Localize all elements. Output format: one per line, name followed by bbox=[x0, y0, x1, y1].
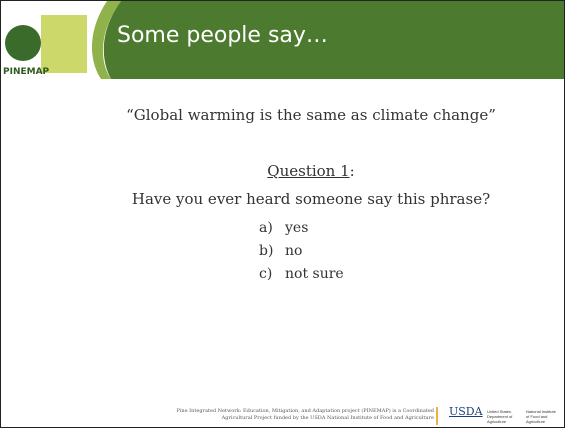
logo-label: PINEMAP bbox=[3, 67, 50, 77]
option: b) no bbox=[259, 243, 302, 259]
logo-line: of Food and bbox=[526, 414, 548, 419]
header-curve bbox=[91, 1, 121, 79]
footer-line: Pine Integrated Network: Education, Miti… bbox=[176, 408, 434, 414]
logo-line: Agriculture bbox=[526, 419, 546, 424]
logo-circle bbox=[5, 25, 41, 61]
question-label: Question 1 bbox=[267, 162, 350, 180]
option: a) yes bbox=[259, 220, 308, 236]
option-letter: c) bbox=[259, 266, 273, 282]
logo-panel bbox=[41, 15, 87, 73]
usda-logo: USDA bbox=[449, 405, 483, 418]
option-text: not sure bbox=[285, 266, 344, 282]
quote: “Global warming is the same as climate c… bbox=[126, 106, 496, 124]
logo-line: National Institute bbox=[526, 409, 556, 414]
logo-line: Department of bbox=[487, 414, 513, 419]
question: Have you ever heard someone say this phr… bbox=[131, 190, 491, 208]
question-heading: Question 1: bbox=[61, 162, 561, 180]
usda-dept: United States Department of Agriculture bbox=[487, 409, 512, 424]
question-suffix: : bbox=[349, 162, 355, 180]
option: c) not sure bbox=[259, 266, 344, 282]
slide-title: Some people say… bbox=[117, 23, 328, 48]
footer-line: Agricultural Project funded by the USDA … bbox=[221, 415, 434, 421]
option-letter: a) bbox=[259, 220, 273, 236]
logo-line: United States bbox=[487, 409, 512, 414]
option-text: no bbox=[285, 243, 303, 259]
option-text: yes bbox=[285, 220, 309, 236]
nifa: National Institute of Food and Agriculture bbox=[526, 409, 556, 424]
option-letter: b) bbox=[259, 243, 274, 259]
header-band bbox=[1, 1, 564, 79]
logo-line: Agriculture bbox=[487, 419, 507, 424]
